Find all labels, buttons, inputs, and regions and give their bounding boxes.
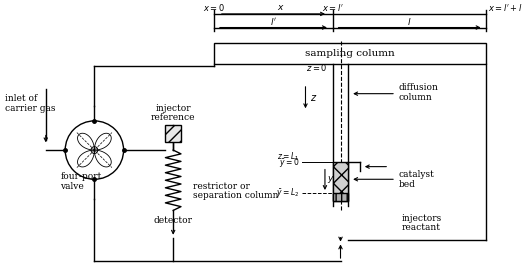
Text: four-port: four-port [60,172,102,181]
Text: restrictor or: restrictor or [192,182,250,191]
Bar [165,125,181,142]
Text: $\bar{y}=0$: $\bar{y}=0$ [279,156,299,169]
Bar [333,162,348,201]
Text: injectors: injectors [402,214,442,223]
Text: $z=L_1$: $z=L_1$ [277,150,299,163]
Text: sampling column: sampling column [305,49,395,58]
Bar [214,43,487,65]
Text: $y$: $y$ [327,174,334,185]
Text: carrier gas: carrier gas [5,104,56,113]
Text: $x$: $x$ [277,2,285,12]
Text: bed: bed [399,180,416,189]
Text: $x=l'$: $x=l'$ [322,2,344,13]
Text: column: column [399,93,432,102]
Text: $x=0$: $x=0$ [203,2,225,13]
Text: $l$: $l$ [408,16,412,27]
Text: $z=0$: $z=0$ [306,62,328,73]
Text: detector: detector [154,216,193,225]
Text: valve: valve [60,182,84,191]
Text: $x=l'+l$: $x=l'+l$ [488,2,523,13]
Text: diffusion: diffusion [399,83,439,92]
Text: $\bar{y}=L_2$: $\bar{y}=L_2$ [277,186,299,199]
Text: separation column: separation column [192,191,278,200]
Text: reference: reference [151,113,196,121]
Text: inlet of: inlet of [5,94,37,103]
Text: catalyst: catalyst [399,170,435,179]
Text: $l'$: $l'$ [270,16,277,27]
Text: $z$: $z$ [310,92,317,103]
Text: injector: injector [155,104,191,113]
Bar [333,193,348,201]
Text: reactant: reactant [402,223,441,232]
